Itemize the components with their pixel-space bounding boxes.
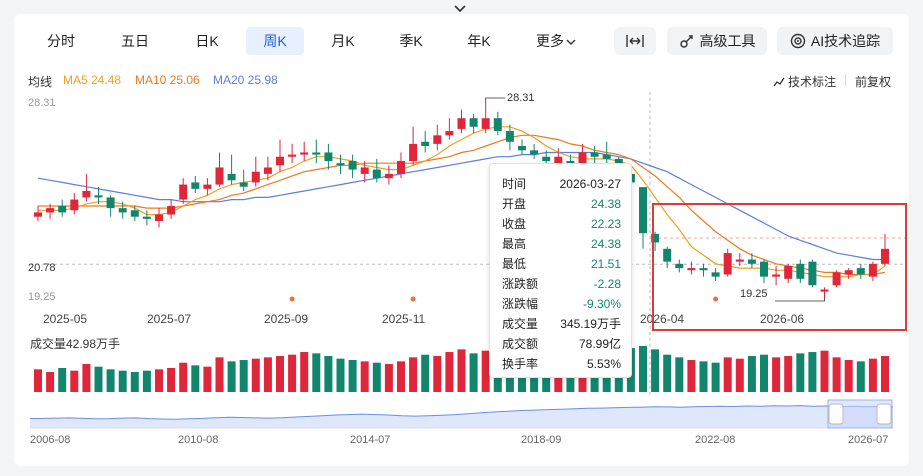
expand-horizontal-icon (626, 35, 644, 47)
advanced-tools-label: 高级工具 (699, 33, 756, 49)
adjust-select[interactable]: 前复权 (855, 75, 892, 89)
radar-icon (790, 33, 806, 49)
x-tick-label: 2025-11 (382, 312, 426, 326)
x-tick-label: 2026-06 (760, 312, 805, 326)
ai-tracking-label: AI技术追踪 (810, 33, 881, 49)
chevron-down-icon (566, 39, 576, 45)
tooltip-row-low: 最低 21.51 (502, 254, 621, 274)
tooltip-value: -2.28 (593, 277, 621, 291)
tooltip-row-change-pct: 涨跌幅 -9.30% (502, 294, 621, 314)
tooltip-value: 22.23 (590, 217, 621, 231)
fit-width-button[interactable] (614, 27, 656, 55)
tooltip-key: 收盘 (502, 217, 527, 231)
tooltip-row-amount: 成交额 78.99亿 (502, 334, 621, 354)
ma20-legend: MA20 25.98 (213, 73, 278, 87)
tooltip-row-open: 开盘 24.38 (502, 194, 621, 214)
tooltip-value: 5.53% (586, 357, 621, 371)
x-tick-label: 2025-05 (43, 312, 88, 326)
ma10-legend: MA10 25.06 (135, 73, 200, 87)
ma-label: 均线 (28, 75, 53, 89)
tab-monthly-k[interactable]: 月K (331, 33, 355, 49)
price-axis-bottom: 19.25 (28, 291, 56, 303)
tooltip-key: 成交量 (502, 317, 539, 331)
tooltip-key: 时间 (502, 177, 527, 191)
tooltip-row-change: 涨跌额 -2.28 (502, 274, 621, 294)
volume-label: 成交量42.98万手 (30, 337, 121, 351)
tab-weekly-k[interactable]: 周K (246, 27, 304, 55)
collapse-chevron-icon[interactable] (453, 4, 467, 14)
overview-tick-label: 2026-07 (848, 434, 889, 446)
x-tick-label: 2025-07 (147, 312, 192, 326)
ohlc-tooltip: 时间 2026-03-27 开盘 24.38 收盘 22.23 最高 24.38 最低 2… (489, 163, 632, 378)
tooltip-row-high: 最高 24.38 (502, 234, 621, 254)
tech-annotation-label: 技术标注 (788, 75, 837, 89)
tooltip-value: 24.38 (590, 237, 621, 251)
tooltip-row-turnover: 换手率 5.53% (502, 354, 621, 374)
low-marker-label: 19.25 (740, 288, 768, 300)
tooltip-key: 开盘 (502, 197, 527, 211)
overview-tick-label: 2006-08 (30, 434, 71, 446)
advanced-tools-button[interactable]: 高级工具 (667, 27, 767, 55)
overview-tick-label: 2014-07 (350, 434, 391, 446)
tooltip-value: -9.30% (582, 297, 621, 311)
tooltip-key: 换手率 (502, 357, 539, 371)
tooltip-row-volume: 成交量 345.19万手 (502, 314, 621, 334)
tooltip-value: 24.38 (590, 197, 621, 211)
tooltip-value: 78.99亿 (578, 337, 621, 351)
tools-icon (679, 35, 693, 48)
tech-annotation-toggle[interactable]: 技术标注 (773, 73, 836, 90)
tab-daily-k[interactable]: 日K (195, 33, 219, 49)
tooltip-key: 最低 (502, 257, 527, 271)
tab-five-day[interactable]: 五日 (121, 33, 149, 49)
tab-more[interactable]: 更多 (528, 27, 584, 55)
overview-tick-label: 2022-08 (695, 434, 736, 446)
divider (845, 74, 846, 86)
ma5-legend: MA5 24.48 (63, 73, 122, 87)
tooltip-value: 21.51 (590, 257, 621, 271)
tab-yearly-k[interactable]: 年K (467, 33, 491, 49)
tooltip-row-time: 时间 2026-03-27 (502, 174, 621, 194)
ai-tracking-button[interactable]: AI技术追踪 (777, 27, 893, 55)
tooltip-key: 最高 (502, 237, 527, 251)
tooltip-key: 涨跌额 (502, 277, 539, 291)
tab-more-label: 更多 (536, 33, 564, 49)
tooltip-row-close: 收盘 22.23 (502, 214, 621, 234)
tab-quarterly-k[interactable]: 季K (399, 33, 423, 49)
tooltip-key: 涨跌幅 (502, 297, 539, 311)
high-marker-label: 28.31 (507, 92, 535, 104)
x-tick-label: 2026-04 (640, 312, 685, 326)
tab-intraday[interactable]: 分时 (47, 33, 75, 49)
tooltip-value: 2026-03-27 (559, 177, 621, 191)
price-axis-mid: 20.78 (28, 262, 56, 274)
trend-line-icon (773, 77, 785, 86)
tooltip-key: 成交额 (502, 337, 539, 351)
price-axis-top: 28.31 (28, 97, 56, 109)
overview-tick-label: 2010-08 (178, 434, 219, 446)
overview-tick-label: 2018-09 (521, 434, 562, 446)
tooltip-value: 345.19万手 (560, 317, 621, 331)
x-tick-label: 2025-09 (264, 312, 309, 326)
